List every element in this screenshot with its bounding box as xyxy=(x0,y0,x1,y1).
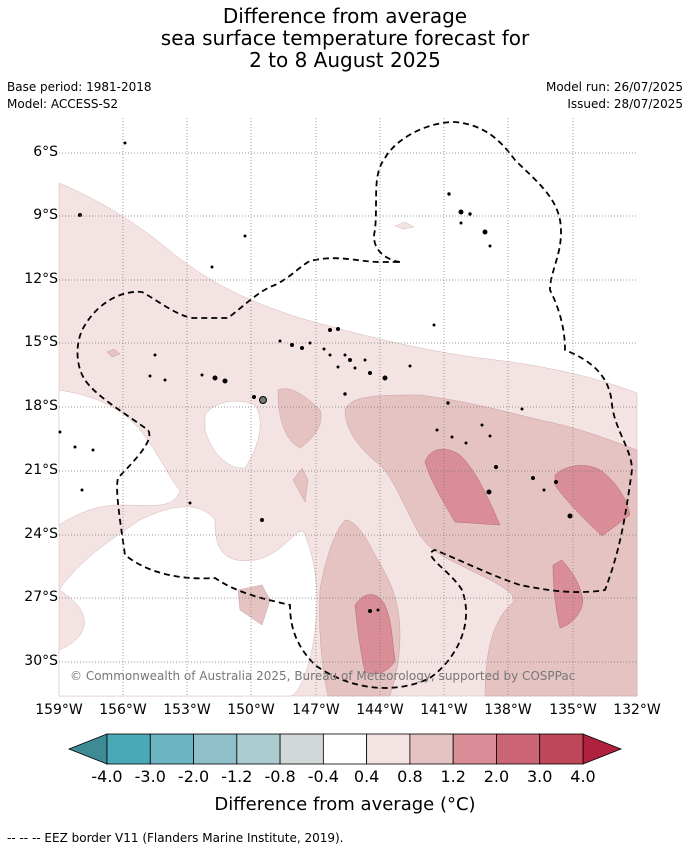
title-line-3: 2 to 8 August 2025 xyxy=(249,48,441,72)
anomaly-region-light-top xyxy=(394,221,415,230)
colorbar-tick-label: 1.2 xyxy=(440,767,466,786)
colorbar-bin xyxy=(409,733,454,765)
eez-footnote: -- -- -- EEZ border V11 (Flanders Marine… xyxy=(7,831,344,845)
anomaly-region-strong-3 xyxy=(552,559,584,629)
colorbar-tick-label: 0.4 xyxy=(353,767,380,786)
colorbar-bin xyxy=(322,733,368,765)
colorbar-tick-label: -2.0 xyxy=(177,767,210,786)
lat-label: 12°S xyxy=(24,271,58,287)
lon-label: 159°W xyxy=(35,702,83,718)
meta-left: Base period: 1981-2018 Model: ACCESS-S2 xyxy=(7,79,152,113)
map-title: Difference from average sea surface temp… xyxy=(0,5,690,71)
anomaly-region-medium-central xyxy=(277,388,322,449)
anomaly-region-strong-1 xyxy=(424,448,501,526)
colorbar-bin xyxy=(236,733,281,765)
anomaly-region-light-small xyxy=(106,348,121,358)
lon-label: 135°W xyxy=(549,702,597,718)
issued-date: Issued: 28/07/2025 xyxy=(567,97,683,111)
lat-label: 21°S xyxy=(24,462,58,478)
colorbar-extend-low xyxy=(67,733,108,765)
lat-label: 9°S xyxy=(33,207,58,223)
colorbar-tick-label: -0.4 xyxy=(307,767,339,786)
neutral-region-south xyxy=(58,506,318,697)
base-period: Base period: 1981-2018 xyxy=(7,80,152,94)
anomaly-region-medium-sw xyxy=(237,584,271,626)
colorbar-tick-label: 0.8 xyxy=(397,767,423,786)
graticule xyxy=(59,118,637,696)
colorbar-tick-label: -4.0 xyxy=(91,767,123,786)
lon-label: 132°W xyxy=(613,702,661,718)
colorbar-tick-label: -1.2 xyxy=(221,767,253,786)
lon-label: 138°W xyxy=(484,702,532,718)
eez-border xyxy=(76,121,633,689)
lon-label: 150°W xyxy=(227,702,275,718)
neutral-region-west xyxy=(58,389,181,526)
lat-label: 30°S xyxy=(24,653,58,669)
title-line-2: sea surface temperature forecast for xyxy=(160,26,530,50)
model-run: Model run: 26/07/2025 xyxy=(545,80,683,94)
lat-label: 18°S xyxy=(24,398,58,414)
colorbar-tick-label: 2.0 xyxy=(483,767,510,786)
model-name: Model: ACCESS-S2 xyxy=(7,97,119,111)
anomaly-region-strong-2 xyxy=(554,465,631,537)
lon-label: 153°W xyxy=(163,702,211,718)
colorbar-tick-label: -3.0 xyxy=(134,767,166,786)
lon-label: 144°W xyxy=(356,702,404,718)
colorbar-tick-label: 3.0 xyxy=(526,767,553,786)
map-plot-area xyxy=(58,118,638,697)
lat-label: 24°S xyxy=(24,526,58,542)
lat-label: 6°S xyxy=(33,144,58,160)
colorbar-bin xyxy=(149,733,194,765)
meta-right: Model run: 26/07/2025 Issued: 28/07/2025 xyxy=(546,79,683,113)
colorbar-bin xyxy=(106,733,151,765)
colorbar-bin xyxy=(496,733,541,765)
lat-label: 15°S xyxy=(24,334,58,350)
colorbar xyxy=(67,733,623,765)
lon-label: 141°W xyxy=(420,702,468,718)
colorbar-bin xyxy=(366,733,411,765)
anomaly-region-medium-small xyxy=(292,467,309,503)
lat-label: 27°S xyxy=(24,589,58,605)
neutral-region-central xyxy=(204,400,261,469)
title-line-1: Difference from average xyxy=(222,4,468,28)
anomaly-region-strong-4 xyxy=(354,594,396,675)
colorbar-bin xyxy=(452,733,497,765)
colorbar-bin xyxy=(279,733,324,765)
lon-label: 156°W xyxy=(99,702,147,718)
colorbar-tick-label: -0.8 xyxy=(264,767,296,786)
lon-label: 147°W xyxy=(292,702,340,718)
colorbar-extend-high xyxy=(582,733,623,765)
copyright-notice: © Commonwealth of Australia 2025, Bureau… xyxy=(70,669,576,683)
colorbar-bin xyxy=(193,733,238,765)
colorbar-tick-label: 4.0 xyxy=(570,767,596,786)
colorbar-title: Difference from average (°C) xyxy=(214,794,476,815)
colorbar-bin xyxy=(539,733,584,765)
